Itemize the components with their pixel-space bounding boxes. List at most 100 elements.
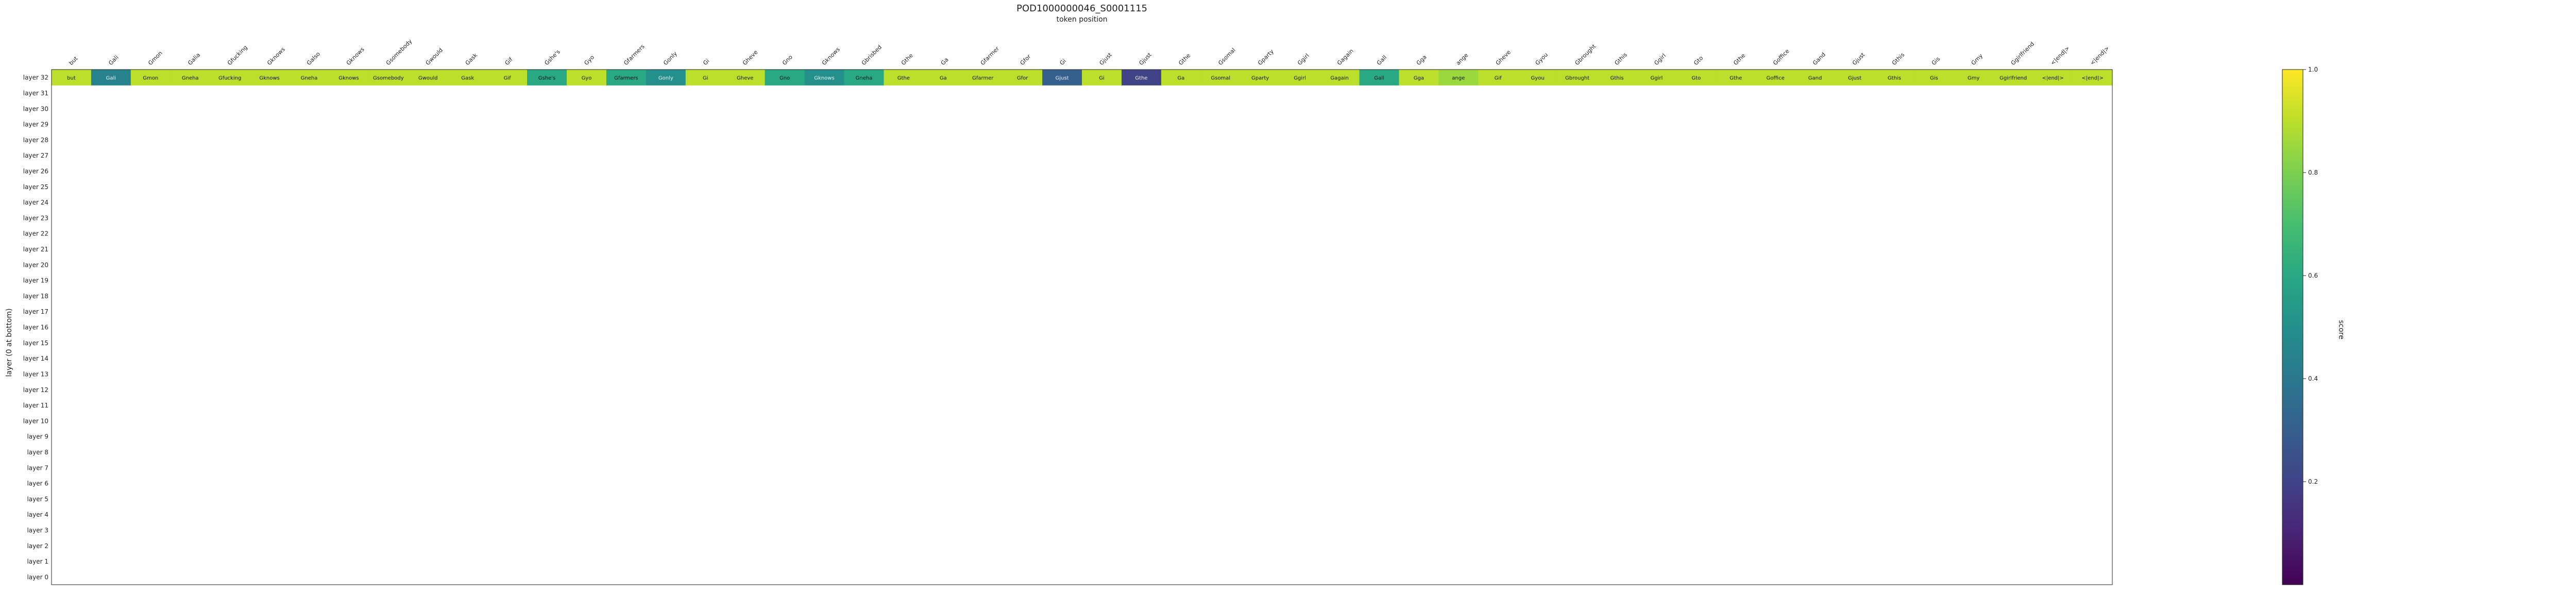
y-tick-label: layer 1 <box>27 558 48 565</box>
y-tick-label: layer 31 <box>23 90 48 97</box>
cell-token-label: Gto <box>1691 76 1701 81</box>
heatmap-cell <box>289 70 329 86</box>
x-tick-label: Gjust <box>1138 51 1153 66</box>
cell-token-label: Gbrought <box>1565 76 1589 81</box>
x-tick-label: Gi <box>1058 58 1067 66</box>
y-tick-label: layer 16 <box>23 324 48 331</box>
heatmap-cell <box>1082 70 1122 86</box>
heatmap-cell <box>923 70 963 86</box>
plot-frame <box>51 69 2113 585</box>
x-tick-label: Gfucking <box>226 44 249 66</box>
cell-token-label: ange <box>1452 76 1465 81</box>
heatmap-cell <box>1003 70 1043 86</box>
heatmap-cell <box>329 70 369 86</box>
y-tick-label: layer 10 <box>23 417 48 424</box>
heatmap-cell <box>1518 70 1558 86</box>
cell-token-label: Gyou <box>1531 76 1545 81</box>
chart-title: POD1000000046_S0001115 <box>1016 3 1147 14</box>
cell-token-label: Gfor <box>1017 76 1028 81</box>
y-tick-label: layer 14 <box>23 355 48 362</box>
heatmap-cell <box>1954 70 1994 86</box>
x-tick-label: ange <box>1455 52 1470 66</box>
heatmap-cell <box>1755 70 1796 86</box>
heatmap-cell <box>606 70 647 86</box>
heatmap-cell <box>1835 70 1875 86</box>
heatmap-cell <box>685 70 726 86</box>
colorbar: 0.2 0.4 0.6 0.8 1.0 <box>2282 66 2318 585</box>
heatmap-cell <box>844 70 884 86</box>
x-tick-label: Gheve <box>741 49 759 66</box>
x-tick-label: Gthe <box>900 52 914 66</box>
cell-token-label: Ggirl <box>1294 76 1306 81</box>
cell-token-label: Gif <box>504 76 512 81</box>
x-tick-label: Gjust <box>1851 51 1867 66</box>
cell-token-label: Gyo <box>582 76 592 81</box>
x-tick-label: Gmy <box>1970 52 1985 66</box>
y-tick-label: layer 32 <box>23 74 48 81</box>
x-tick-label: Gthis <box>1891 52 1906 67</box>
x-tick-label: <|end|> <box>2089 45 2110 66</box>
heatmap-cell <box>725 70 766 86</box>
cell-token-label: Gsomebody <box>373 76 404 81</box>
cell-token-label: Gparty <box>1251 76 1269 81</box>
heatmap-cell <box>1676 70 1717 86</box>
heatmap-cell <box>1161 70 1201 86</box>
x-tick-label: Gwould <box>425 47 444 66</box>
heatmap-cell <box>1042 70 1082 86</box>
y-axis-label: layer (0 at bottom) <box>5 308 13 377</box>
x-tick-label: Gknows <box>345 46 366 66</box>
x-tick-label: Gfor <box>1019 53 1032 66</box>
heatmap-cell <box>1993 70 2033 86</box>
x-tick-label: Gga <box>1415 54 1428 66</box>
heatmap-cell <box>1359 70 1399 86</box>
y-tick-label: layer 19 <box>23 277 48 284</box>
cell-token-label: Gif <box>1495 76 1502 81</box>
colorbar-tick-label: 0.2 <box>2308 478 2318 485</box>
x-tick-label: Gfarmers <box>622 43 646 67</box>
x-tick-label: Gfarmer <box>979 45 1001 66</box>
cell-token-label: Gneha <box>856 76 873 81</box>
heatmap-cell <box>1478 70 1518 86</box>
heatmap-cell <box>170 70 211 86</box>
y-tick-label: layer 26 <box>23 168 48 175</box>
heatmap-cell <box>1319 70 1360 86</box>
heatmap-cell <box>1795 70 1836 86</box>
cell-token-label: Gknows <box>338 76 359 81</box>
x-tick-label: Ggirlfriend <box>2010 41 2036 66</box>
colorbar-label: score <box>2337 320 2345 339</box>
heatmap-cell <box>963 70 1003 86</box>
cell-token-label: but <box>67 76 76 81</box>
x-tick-label: Gbrought <box>1573 43 1597 66</box>
cell-token-label: Goffice <box>1767 76 1785 81</box>
y-tick-label: layer 23 <box>23 214 48 222</box>
x-tick-label: Galso <box>306 50 321 66</box>
x-tick-label: Gparty <box>1257 48 1275 66</box>
x-tick-label: Gif <box>504 56 515 66</box>
cell-token-label: Gno <box>779 76 790 81</box>
x-tick-label: Gto <box>1692 55 1704 66</box>
x-tick-label: Gask <box>464 52 479 66</box>
cell-token-label: Gthe <box>897 76 910 81</box>
x-tick-label: Gbrisbed <box>860 44 883 66</box>
cell-token-label: Gknows <box>814 76 834 81</box>
y-tick-label: layer 30 <box>23 105 48 112</box>
heatmap-cell <box>567 70 607 86</box>
x-tick-label: Gagain <box>1336 47 1355 66</box>
cell-token-label: Gneha <box>301 76 318 81</box>
cell-token-label: Gonly <box>658 76 673 81</box>
cell-token-label: Gthis <box>1888 76 1901 81</box>
heatmap-cell <box>130 70 171 86</box>
colorbar-tick-label: 0.6 <box>2308 272 2318 279</box>
y-tick-label: layer 20 <box>23 261 48 268</box>
x-tick-label: Gheve <box>1495 49 1512 66</box>
x-tick-label: Gthis <box>1613 52 1629 67</box>
x-tick-label: Gyo <box>583 54 596 66</box>
heatmap-cell <box>210 70 250 86</box>
heatmap-cell <box>1874 70 1914 86</box>
heatmap-cells: but Gali Gmon Gneha Gfucking Gknows Gneha Gknow… <box>51 69 2113 585</box>
x-tick-label: Gsomal <box>1217 47 1237 67</box>
cell-token-label: Gali <box>106 76 116 81</box>
x-tick-label: Gthe <box>1732 52 1747 66</box>
cell-token-label: Gshe's <box>538 76 555 81</box>
